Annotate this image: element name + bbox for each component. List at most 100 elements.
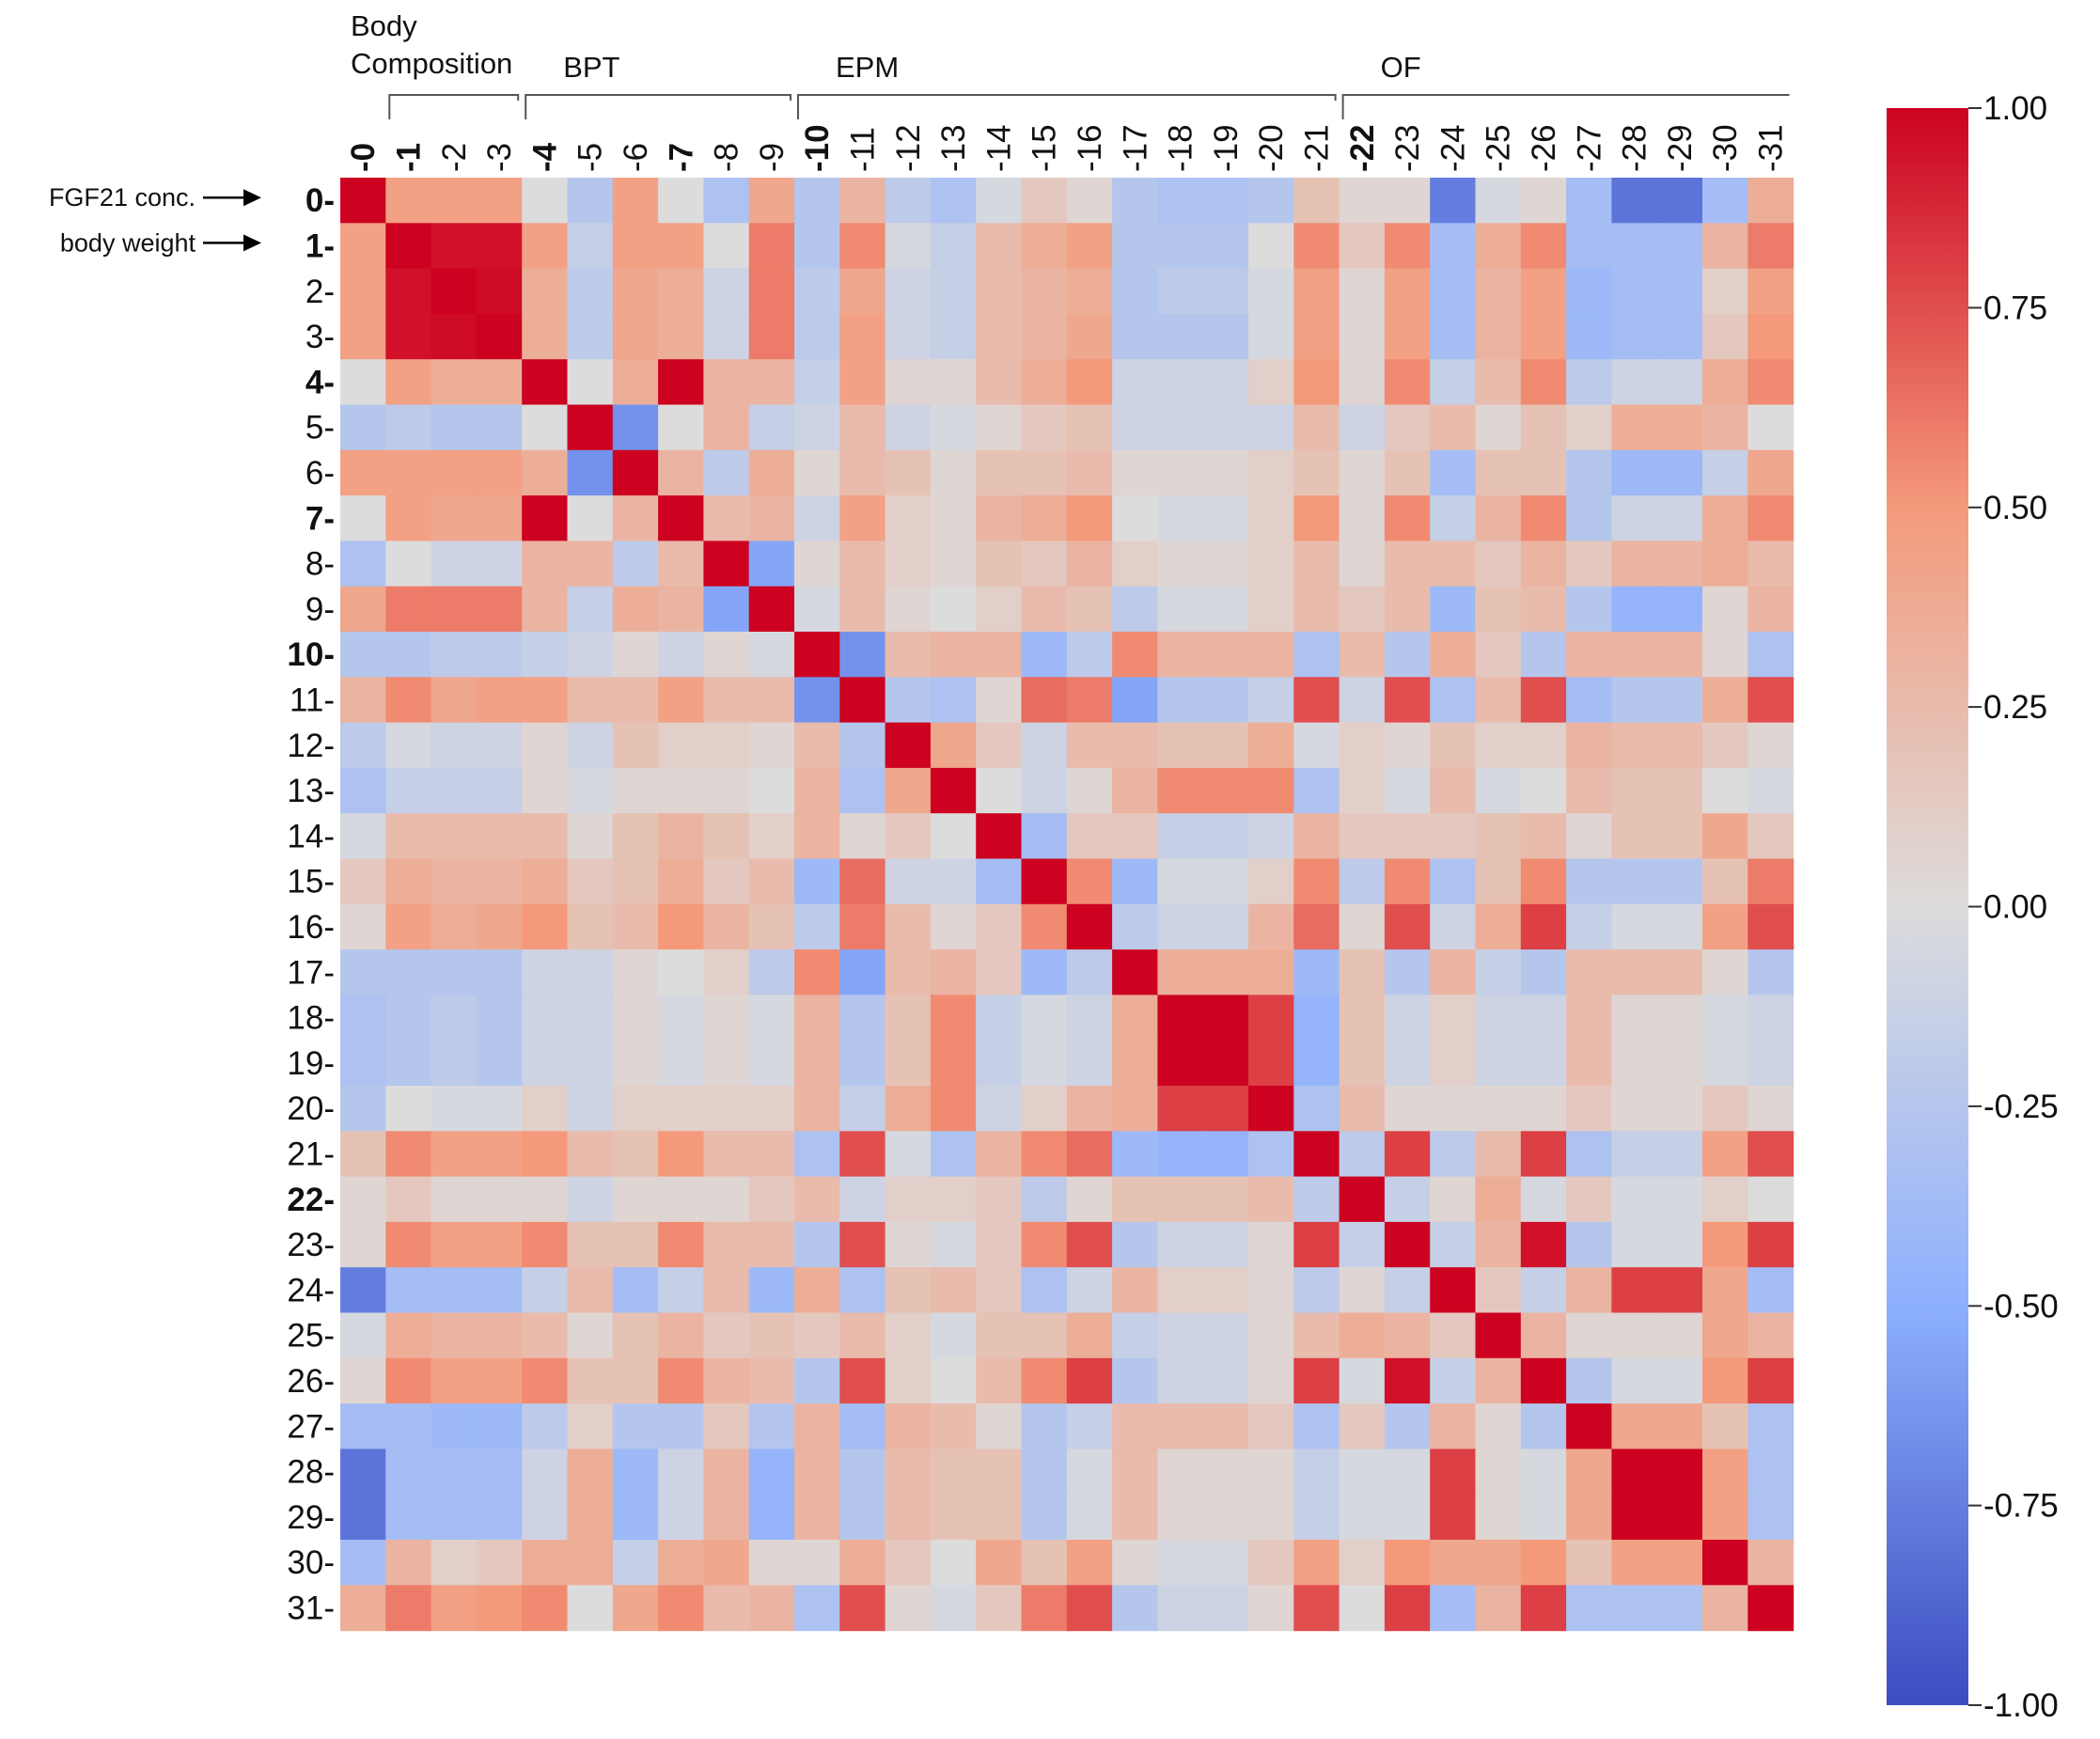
heatmap-cell [522,1540,569,1586]
heatmap-cell [885,449,932,496]
heatmap-cell [1475,632,1522,678]
heatmap-cell [839,632,886,678]
heatmap-cell [748,813,795,860]
heatmap-cell [658,268,704,315]
heatmap-cell [1248,858,1294,905]
heatmap-cell [976,359,1023,406]
heatmap-cell [1702,1585,1748,1632]
heatmap-cell [1157,677,1204,724]
heatmap-cell [839,995,886,1042]
heatmap-cell [1566,949,1612,995]
heatmap-cell [930,178,977,224]
heatmap-cell [1066,632,1113,678]
heatmap-cell [1384,1131,1431,1178]
heatmap-cell [431,813,478,860]
heatmap-cell [748,495,795,541]
row-tick-label: 29- [287,1499,335,1536]
heatmap-cell [1430,495,1477,541]
heatmap-cell [1293,1585,1340,1632]
heatmap-cell [1339,313,1386,360]
heatmap-cell [567,1040,614,1087]
heatmap-cell [1021,223,1068,270]
heatmap-cell [1202,767,1249,814]
column-tick-label: -31 [1752,124,1789,172]
heatmap-cell [839,722,886,769]
heatmap-cell [431,1176,478,1223]
heatmap-cell [1702,903,1748,950]
heatmap-cell [522,1585,569,1632]
heatmap-cell [1430,1540,1477,1586]
heatmap-cell [431,677,478,724]
heatmap-cell [1566,722,1612,769]
heatmap-cell [431,1585,478,1632]
heatmap-cell [1430,1221,1477,1268]
heatmap-cell [1157,223,1204,270]
heatmap-cell [522,1086,569,1132]
heatmap-cell [1430,632,1477,678]
heatmap-cell [1112,1131,1158,1178]
heatmap-cell [794,813,840,860]
heatmap-cell [1157,449,1204,496]
heatmap-cell [522,1221,569,1268]
heatmap-cell [1702,359,1748,406]
heatmap-cell [1157,858,1204,905]
heatmap-cell [1021,1040,1068,1087]
heatmap-cell [1293,1221,1340,1268]
heatmap-cell [1021,1176,1068,1223]
heatmap-cell [748,1357,795,1404]
heatmap-cell [1339,1221,1386,1268]
heatmap-cell [522,404,569,451]
colorbar-gradient [1887,108,1968,1705]
heatmap-cell [431,540,478,588]
row-tick-label: 0- [306,182,335,219]
heatmap-cell [1202,404,1249,451]
heatmap-cell [1475,586,1522,633]
heatmap-cell [1384,1357,1431,1404]
heatmap-cell [1066,359,1113,406]
heatmap-cell [385,1086,432,1132]
heatmap-cell [930,404,977,451]
heatmap-cell [1475,540,1522,588]
heatmap-cell [748,677,795,724]
heatmap-cell [340,767,386,814]
heatmap-cell [1021,1403,1068,1449]
heatmap-cell [1112,359,1158,406]
colorbar-tick-label: -0.75 [1983,1488,2059,1525]
heatmap-cell [1430,178,1477,224]
heatmap-cell [1157,813,1204,860]
heatmap-cell [930,722,977,769]
heatmap-cell [431,359,478,406]
heatmap-cell [658,903,704,950]
heatmap-cell [340,268,386,315]
heatmap-cell [703,903,750,950]
heatmap-cell [1293,1267,1340,1314]
heatmap-cell [1747,1585,1794,1632]
group-bracket [1341,94,1790,119]
column-tick-label: -23 [1389,124,1426,172]
heatmap-cell [431,1540,478,1586]
heatmap-cell [885,813,932,860]
heatmap-cell [1475,268,1522,315]
heatmap-cell [1293,813,1340,860]
heatmap-cell [612,1494,659,1541]
heatmap-cell [748,1040,795,1087]
heatmap-cell [522,223,569,270]
heatmap-cell [930,495,977,541]
heatmap-cell [1384,858,1431,905]
column-tick-label: -20 [1253,124,1290,172]
heatmap-cell [1475,903,1522,950]
heatmap-cell [1157,1267,1204,1314]
heatmap-cell [703,949,750,995]
heatmap-cell [1566,903,1612,950]
heatmap-cell [1066,495,1113,541]
colorbar-tick-label: 0.50 [1983,490,2047,526]
heatmap-cell [748,223,795,270]
heatmap-cell [1747,632,1794,678]
column-tick-labels: -0 -1 -2 -3 -4 -5 -6 -7 -8 -9 -10 -11 -12 -13 -14 -15 -1… [345,124,1789,172]
heatmap-cell [1611,1267,1658,1314]
heatmap-cell [1248,586,1294,633]
row-tick-label: 1- [306,227,335,264]
heatmap-cell [612,1403,659,1449]
heatmap-cell [1566,1403,1612,1449]
heatmap-cell [1339,1357,1386,1404]
